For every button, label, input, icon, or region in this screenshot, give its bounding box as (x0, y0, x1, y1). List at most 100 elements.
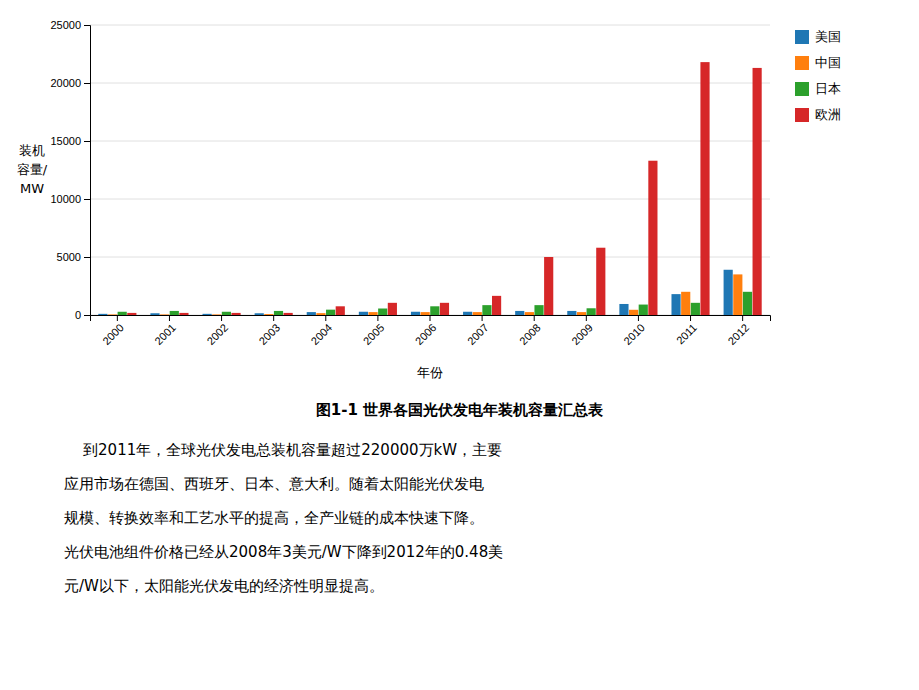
bar (440, 303, 449, 315)
bar (150, 313, 159, 315)
y-tick-mark (84, 199, 90, 200)
legend-swatch (795, 56, 809, 70)
x-axis: 2000 2001 2002 2003 2004 2005 2006 2007 2008 2009… (91, 315, 771, 347)
bar (118, 312, 127, 315)
x-tick-mark (742, 315, 743, 321)
bar (212, 314, 221, 315)
bar (284, 313, 293, 315)
bar-series (108, 274, 742, 315)
bar (639, 305, 648, 315)
bar (619, 304, 628, 315)
body-line: 规模、转换效率和工艺水平的提高，全产业链的成本快速下降。 (64, 509, 484, 527)
bar (629, 310, 638, 315)
bar (700, 62, 709, 315)
legend-label: 美国 (815, 29, 841, 44)
x-tick-mark (638, 315, 639, 321)
y-tick-label: 10000 (50, 193, 81, 205)
legend-swatch (795, 82, 809, 96)
bar (567, 311, 576, 315)
bar (368, 312, 377, 315)
x-tick-mark (221, 315, 222, 321)
bar-series (127, 62, 761, 315)
legend-label: 欧洲 (815, 107, 841, 122)
legend: 美国中国日本欧洲 (795, 29, 841, 123)
x-tick-label: 2002 (204, 321, 230, 347)
bar (274, 311, 283, 315)
x-tick: 2004 (309, 315, 335, 347)
bar (326, 310, 335, 315)
bar (160, 314, 169, 315)
x-tick: 2003 (256, 315, 282, 347)
bar (316, 313, 325, 315)
bar (733, 274, 742, 315)
y-axis-line (84, 26, 91, 316)
x-axis-title: 年份 (417, 365, 443, 380)
x-tick: 2010 (621, 315, 647, 347)
bar (388, 303, 397, 315)
bar (753, 68, 762, 315)
grid-line (90, 199, 770, 200)
grid-line (90, 25, 770, 26)
x-tick: 2011 (674, 315, 699, 347)
y-tick-label: 15000 (50, 135, 81, 147)
y-tick-mark (84, 257, 90, 258)
y-tick: 15000 (50, 135, 90, 147)
grid-line (90, 83, 770, 84)
x-tick: 2005 (361, 315, 387, 347)
x-tick: 2002 (204, 315, 230, 347)
grid-line (90, 257, 770, 258)
bar (430, 306, 439, 315)
x-tick-mark (430, 315, 431, 321)
y-tick-label: 20000 (50, 77, 81, 89)
y-tick-mark (84, 141, 90, 142)
bar (534, 305, 543, 315)
grid-line (90, 141, 770, 142)
bar (492, 296, 501, 315)
y-axis: 0 5000 10000 15000 20000 25000 (50, 19, 90, 321)
legend-item: 欧洲 (795, 107, 841, 123)
x-tick-label: 2007 (465, 321, 491, 347)
x-tick-label: 2010 (621, 321, 647, 347)
bar (577, 312, 586, 315)
y-tick: 25000 (50, 19, 90, 31)
x-tick: 2008 (517, 315, 543, 347)
y-tick-label: 0 (75, 309, 81, 321)
bar (681, 292, 690, 315)
x-tick-label: 2006 (413, 321, 439, 347)
x-tick-label: 2000 (100, 321, 126, 347)
bar (359, 312, 368, 315)
x-tick: 2007 (465, 315, 491, 347)
bar (421, 312, 430, 315)
legend-item: 日本 (795, 81, 841, 97)
x-tick-mark (273, 315, 274, 321)
legend-swatch (795, 108, 809, 122)
y-axis-title: 装机容量/MW (17, 143, 48, 196)
y-axis-title-line: 装机 (19, 143, 45, 158)
bar-series (98, 270, 732, 315)
y-tick-label: 5000 (57, 251, 81, 263)
grid (90, 25, 770, 315)
bar (255, 313, 264, 315)
y-tick: 0 (75, 309, 90, 321)
legend-label: 中国 (815, 55, 841, 70)
bar (743, 292, 752, 315)
x-tick-label: 2011 (674, 321, 699, 346)
body-line: 应用市场在德国、西班牙、日本、意大利。随着太阳能光伏发电 (64, 475, 484, 493)
bar (170, 311, 179, 315)
legend-item: 美国 (795, 29, 841, 45)
body-line: 元/W以下，太阳能光伏发电的经济性明显提高。 (64, 577, 384, 595)
x-tick: 2009 (569, 315, 595, 347)
bar (108, 314, 117, 315)
bar (473, 312, 482, 315)
body-line: 到2011年，全球光伏发电总装机容量超过220000万kW，主要 (64, 441, 502, 459)
x-tick-mark (690, 315, 691, 321)
y-axis-title-line: MW (20, 181, 44, 196)
body-text: 到2011年，全球光伏发电总装机容量超过220000万kW，主要应用市场在德国、… (64, 441, 503, 595)
x-tick-mark (117, 315, 118, 321)
chart: 2000 2001 2002 2003 2004 2005 2006 2007 2008 2009… (0, 0, 919, 690)
body-line: 光伏电池组件价格已经从2008年3美元/W下降到2012年的0.48美 (64, 543, 503, 561)
x-tick: 2001 (152, 315, 178, 347)
x-tick-label: 2003 (256, 321, 282, 347)
x-tick: 2012 (725, 315, 751, 347)
y-tick: 20000 (50, 77, 90, 89)
